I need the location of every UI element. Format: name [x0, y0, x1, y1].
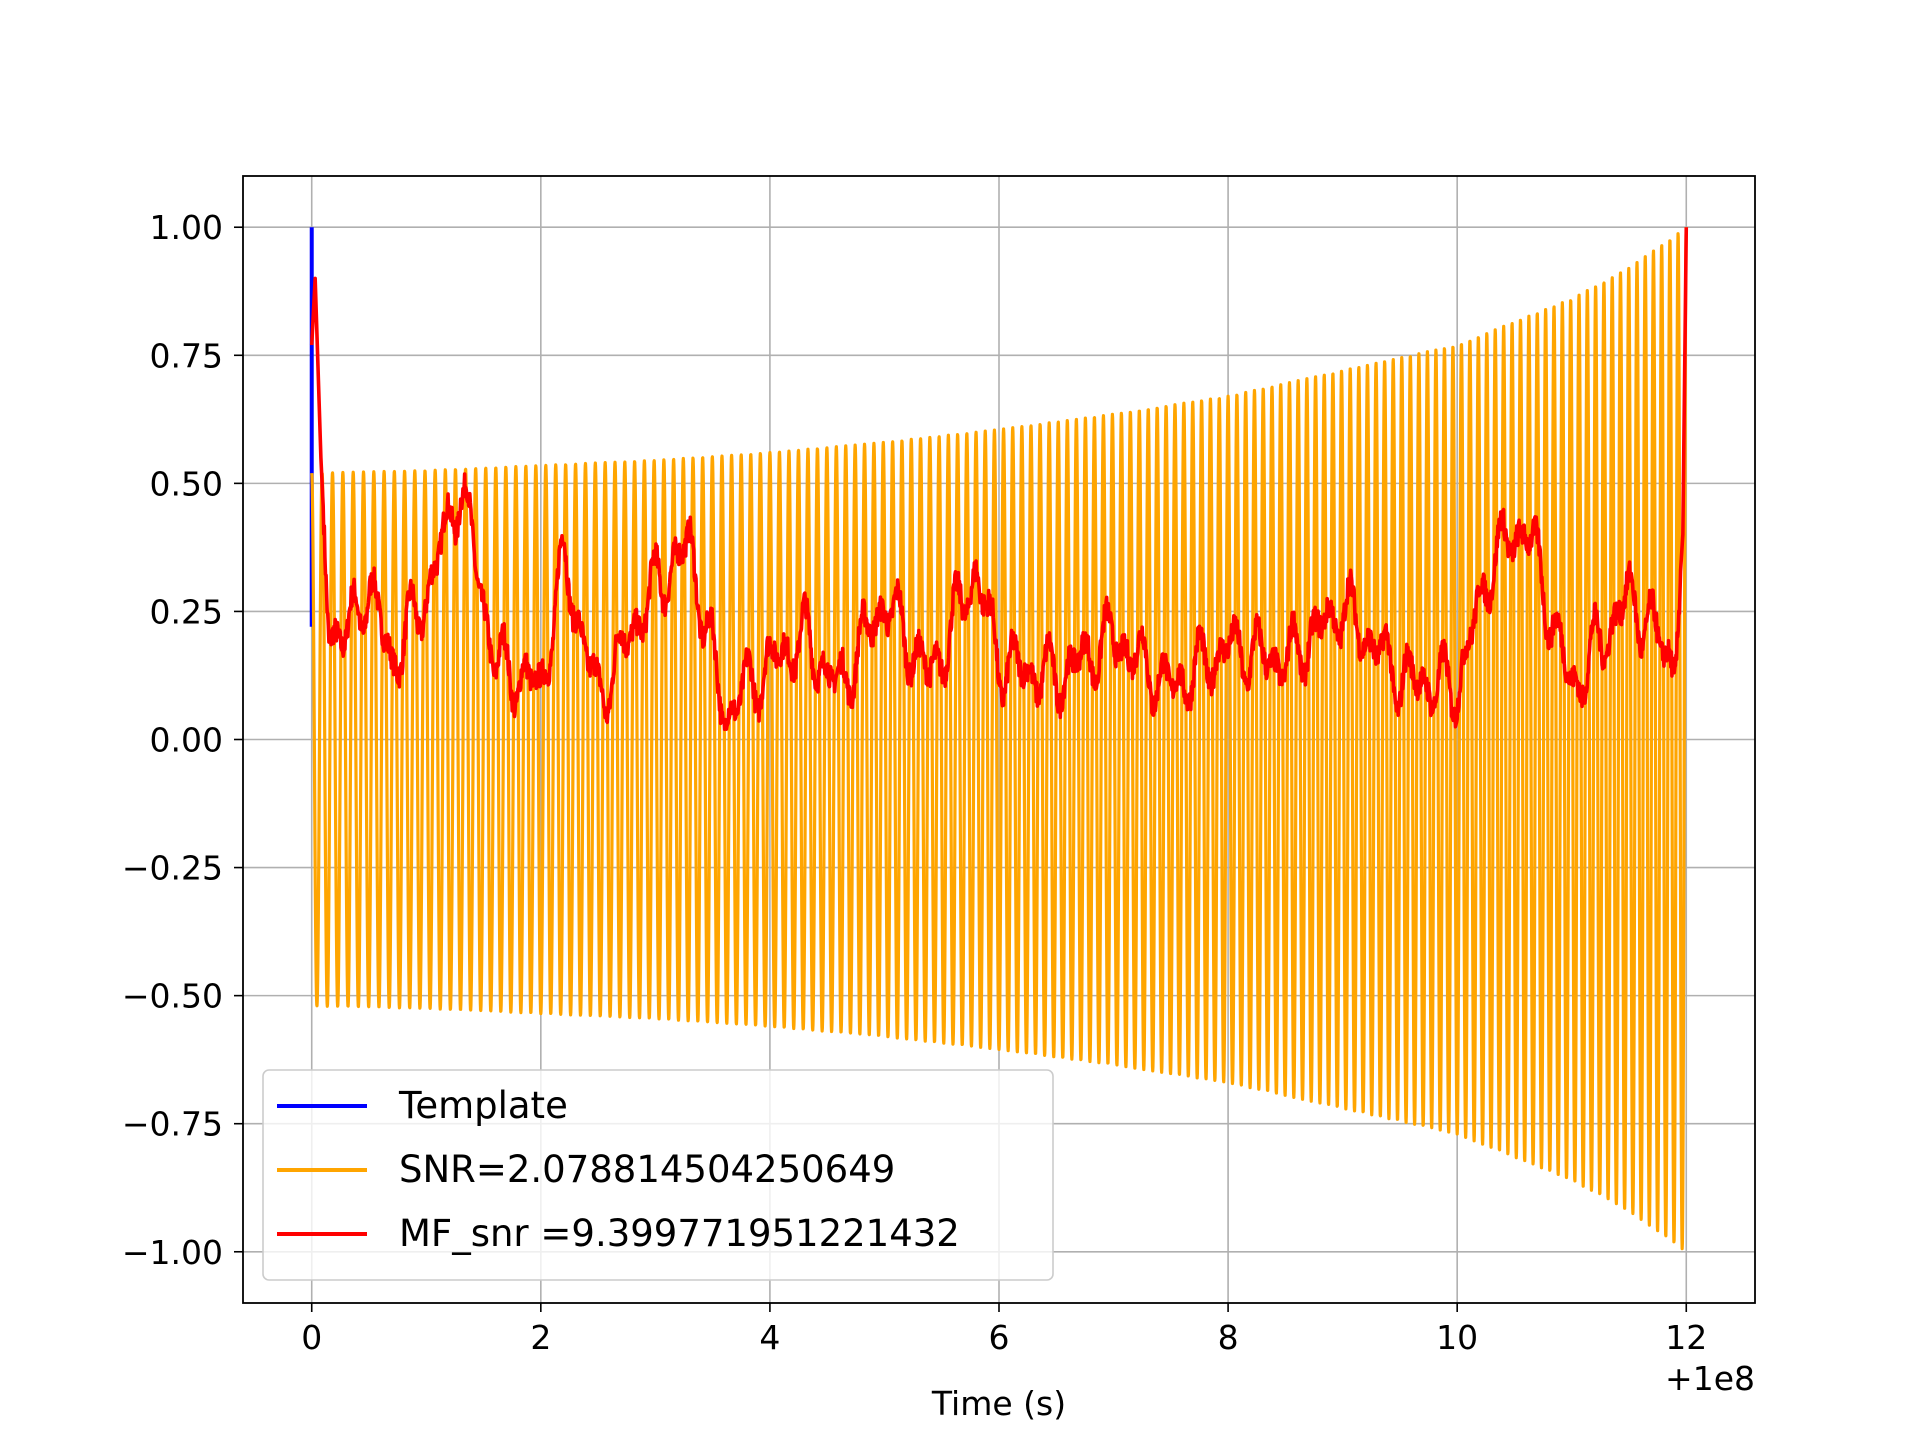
x-tick-label: 2 [530, 1318, 551, 1357]
y-tick-label: −0.50 [122, 977, 223, 1016]
series-snr-line [310, 227, 1688, 1251]
x-tick-label: 6 [989, 1318, 1010, 1357]
legend-label: SNR=2.078814504250649 [399, 1148, 895, 1191]
x-tick-label: 8 [1218, 1318, 1239, 1357]
legend-label: Template [398, 1084, 568, 1127]
x-axis-offset-label: +1e8 [1665, 1359, 1755, 1398]
plot-area [309, 227, 1689, 1251]
y-tick-label: 0.00 [150, 721, 223, 760]
y-tick-label: −1.00 [122, 1233, 223, 1272]
y-tick-label: −0.25 [122, 849, 223, 888]
y-tick-label: −0.75 [122, 1105, 223, 1144]
y-tick-label: 0.50 [150, 464, 223, 503]
series-mf-snr-line [309, 227, 1689, 732]
axis-ticks: 0 2 4 6 8 10 12 1.00 0.75 0.50 0.25 0.00 −0.25 −0.50 −… [122, 208, 1707, 1357]
legend-label: MF_snr =9.399771951221432 [399, 1212, 960, 1255]
y-tick-label: 0.25 [150, 592, 223, 631]
x-tick-label: 12 [1665, 1318, 1707, 1357]
x-tick-label: 10 [1436, 1318, 1478, 1357]
y-tick-label: 0.75 [150, 336, 223, 375]
x-tick-label: 4 [759, 1318, 780, 1357]
y-tick-label: 1.00 [150, 208, 223, 247]
legend-box [262, 1069, 1054, 1281]
x-axis-label: Time (s) [931, 1384, 1066, 1423]
legend: Template SNR=2.078814504250649 MF_snr =9.3… [262, 1069, 1054, 1281]
x-tick-label: 0 [301, 1318, 322, 1357]
